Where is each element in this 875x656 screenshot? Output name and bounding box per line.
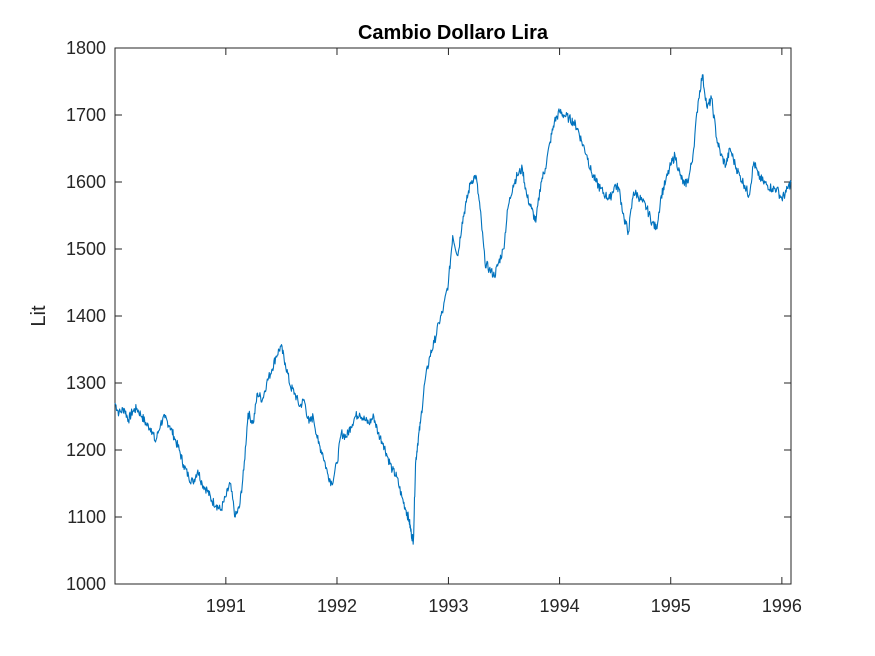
x-tick-label: 1992 [317,596,357,616]
y-tick-label: 1400 [66,306,106,326]
y-tick-label: 1700 [66,105,106,125]
y-axis-label: Lit [28,305,50,327]
y-tick-label: 1300 [66,373,106,393]
chart-title: Cambio Dollaro Lira [358,22,549,44]
plot-area [114,47,792,585]
x-tick-label: 1993 [428,596,468,616]
x-tick-label: 1991 [206,596,246,616]
x-tick-label: 1995 [651,596,691,616]
y-tick-label: 1000 [66,574,106,594]
x-axis: 1991 1992 1993 1994 1995 1996 [206,48,802,616]
series-line [114,74,792,545]
y-tick-label: 1500 [66,239,106,259]
y-tick-label: 1200 [66,440,106,460]
y-tick-label: 1600 [66,172,106,192]
y-tick-label: 1800 [66,38,106,58]
x-tick-label: 1996 [762,596,802,616]
y-axis: 1000 1100 1200 1300 1400 1500 1600 1700 1800 [66,38,791,594]
y-tick-label: 1100 [67,507,106,527]
x-tick-label: 1994 [540,596,580,616]
